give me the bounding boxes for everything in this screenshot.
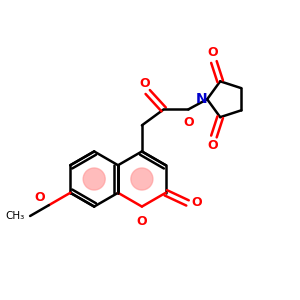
Text: N: N bbox=[196, 92, 208, 106]
Circle shape bbox=[131, 168, 153, 190]
Text: O: O bbox=[139, 77, 149, 90]
Text: O: O bbox=[191, 196, 202, 209]
Text: O: O bbox=[183, 116, 194, 129]
Text: O: O bbox=[35, 191, 46, 204]
Text: O: O bbox=[207, 46, 218, 59]
Circle shape bbox=[83, 168, 105, 190]
Text: O: O bbox=[136, 215, 147, 228]
Text: O: O bbox=[207, 140, 218, 152]
Text: CH₃: CH₃ bbox=[6, 211, 25, 221]
